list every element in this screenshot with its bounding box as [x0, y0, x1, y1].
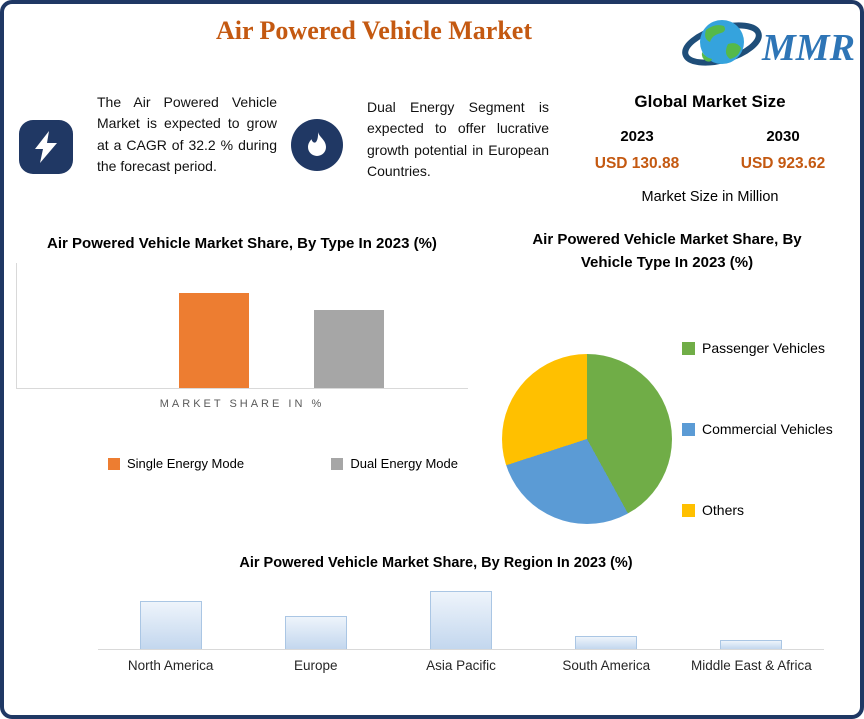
bar-middle-east-africa [720, 639, 783, 650]
market-size-heading: Global Market Size [634, 92, 786, 111]
year-2030-label: 2030 [766, 128, 800, 145]
pie-chart-title: Air Powered Vehicle Market Share, By Veh… [532, 231, 802, 272]
highlight-cagr: The Air Powered Vehicle Market is expect… [19, 92, 277, 177]
mmr-logo: MMR [682, 12, 855, 83]
legend-label-passenger: Passenger Vehicles [702, 340, 825, 356]
bar-south-america [575, 635, 638, 650]
vehicle-type-pie-chart: Air Powered Vehicle Market Share, By Veh… [474, 228, 860, 528]
legend-item-commercial-vehicles: Commercial Vehicles [682, 421, 833, 437]
region-chart-plot [98, 582, 824, 651]
x-axis-label: MARKET SHARE IN % [159, 398, 325, 411]
bar-single-energy-mode [179, 292, 249, 389]
bar-asia-pacific [430, 591, 492, 650]
label-asia-pacific: Asia Pacific [426, 658, 496, 674]
page-title: Air Powered Vehicle Market [215, 16, 533, 45]
label-europe: Europe [294, 658, 338, 674]
bar-europe [284, 616, 347, 650]
year-2023-label: 2023 [620, 128, 654, 145]
flame-icon [291, 119, 343, 171]
logo-text: MMR [761, 27, 854, 69]
legend-label-single-energy: Single Energy Mode [127, 456, 245, 472]
legend-label-commercial: Commercial Vehicles [702, 421, 833, 437]
legend-swatch-dual-energy [331, 457, 344, 470]
type-chart-title: Air Powered Vehicle Market Share, By Typ… [47, 235, 437, 252]
mmr-logo-graphic: MMR [682, 20, 855, 69]
region-axis-labels: North America Europe Asia Pacific South … [98, 650, 824, 675]
pie-graphic [502, 354, 672, 524]
type-bar-chart: Air Powered Vehicle Market Share, By Typ… [16, 232, 468, 471]
bar-north-america [139, 600, 202, 650]
highlight-cagr-text: The Air Powered Vehicle Market is expect… [97, 94, 277, 174]
bar-dual-energy-mode [314, 310, 384, 389]
lightning-icon [19, 120, 73, 174]
legend-swatch-passenger [682, 341, 695, 355]
legend-swatch-commercial [682, 422, 695, 436]
label-middle-east-africa: Middle East & Africa [691, 658, 812, 674]
label-north-america: North America [127, 658, 214, 674]
legend-item-single-energy: Single Energy Mode [108, 456, 244, 471]
legend-label-others: Others [702, 502, 745, 518]
highlight-dual-energy-text: Dual Energy Segment is expected to offer… [367, 99, 549, 179]
market-size-note: Market Size in Million [641, 189, 779, 205]
region-chart-title: Air Powered Vehicle Market Share, By Reg… [239, 555, 633, 571]
market-size-panel: Global Market Size 2023 2030 USD 130.88 … [564, 92, 856, 205]
legend-label-dual-energy: Dual Energy Mode [350, 456, 458, 472]
legend-item-others: Others [682, 502, 744, 518]
highlight-dual-energy: Dual Energy Segment is expected to offer… [291, 97, 549, 182]
legend-item-passenger-vehicles: Passenger Vehicles [682, 340, 825, 356]
type-chart-legend: Single Energy Mode Dual Energy Mode [16, 456, 468, 471]
legend-swatch-single-energy [108, 457, 120, 470]
value-2030: USD 923.62 [740, 155, 826, 172]
value-2023: USD 130.88 [594, 155, 680, 172]
region-bar-chart: Air Powered Vehicle Market Share, By Reg… [14, 552, 858, 676]
legend-item-dual-energy: Dual Energy Mode [331, 456, 458, 471]
legend-swatch-others [682, 503, 695, 517]
type-chart-plot [16, 263, 468, 390]
label-south-america: South America [562, 658, 651, 674]
